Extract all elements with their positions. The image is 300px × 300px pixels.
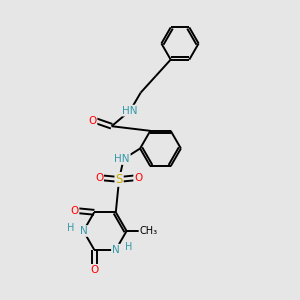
Text: O: O: [90, 265, 98, 275]
Text: HN: HN: [122, 106, 138, 116]
Text: O: O: [95, 173, 103, 183]
Text: HN: HN: [114, 154, 130, 164]
Text: O: O: [88, 116, 97, 126]
Text: H: H: [67, 223, 74, 233]
Text: O: O: [134, 173, 142, 183]
Text: N: N: [80, 226, 87, 236]
Text: H: H: [125, 242, 132, 252]
Text: N: N: [112, 245, 120, 255]
Text: S: S: [116, 173, 123, 186]
Text: O: O: [70, 206, 79, 216]
Text: CH₃: CH₃: [140, 226, 158, 236]
